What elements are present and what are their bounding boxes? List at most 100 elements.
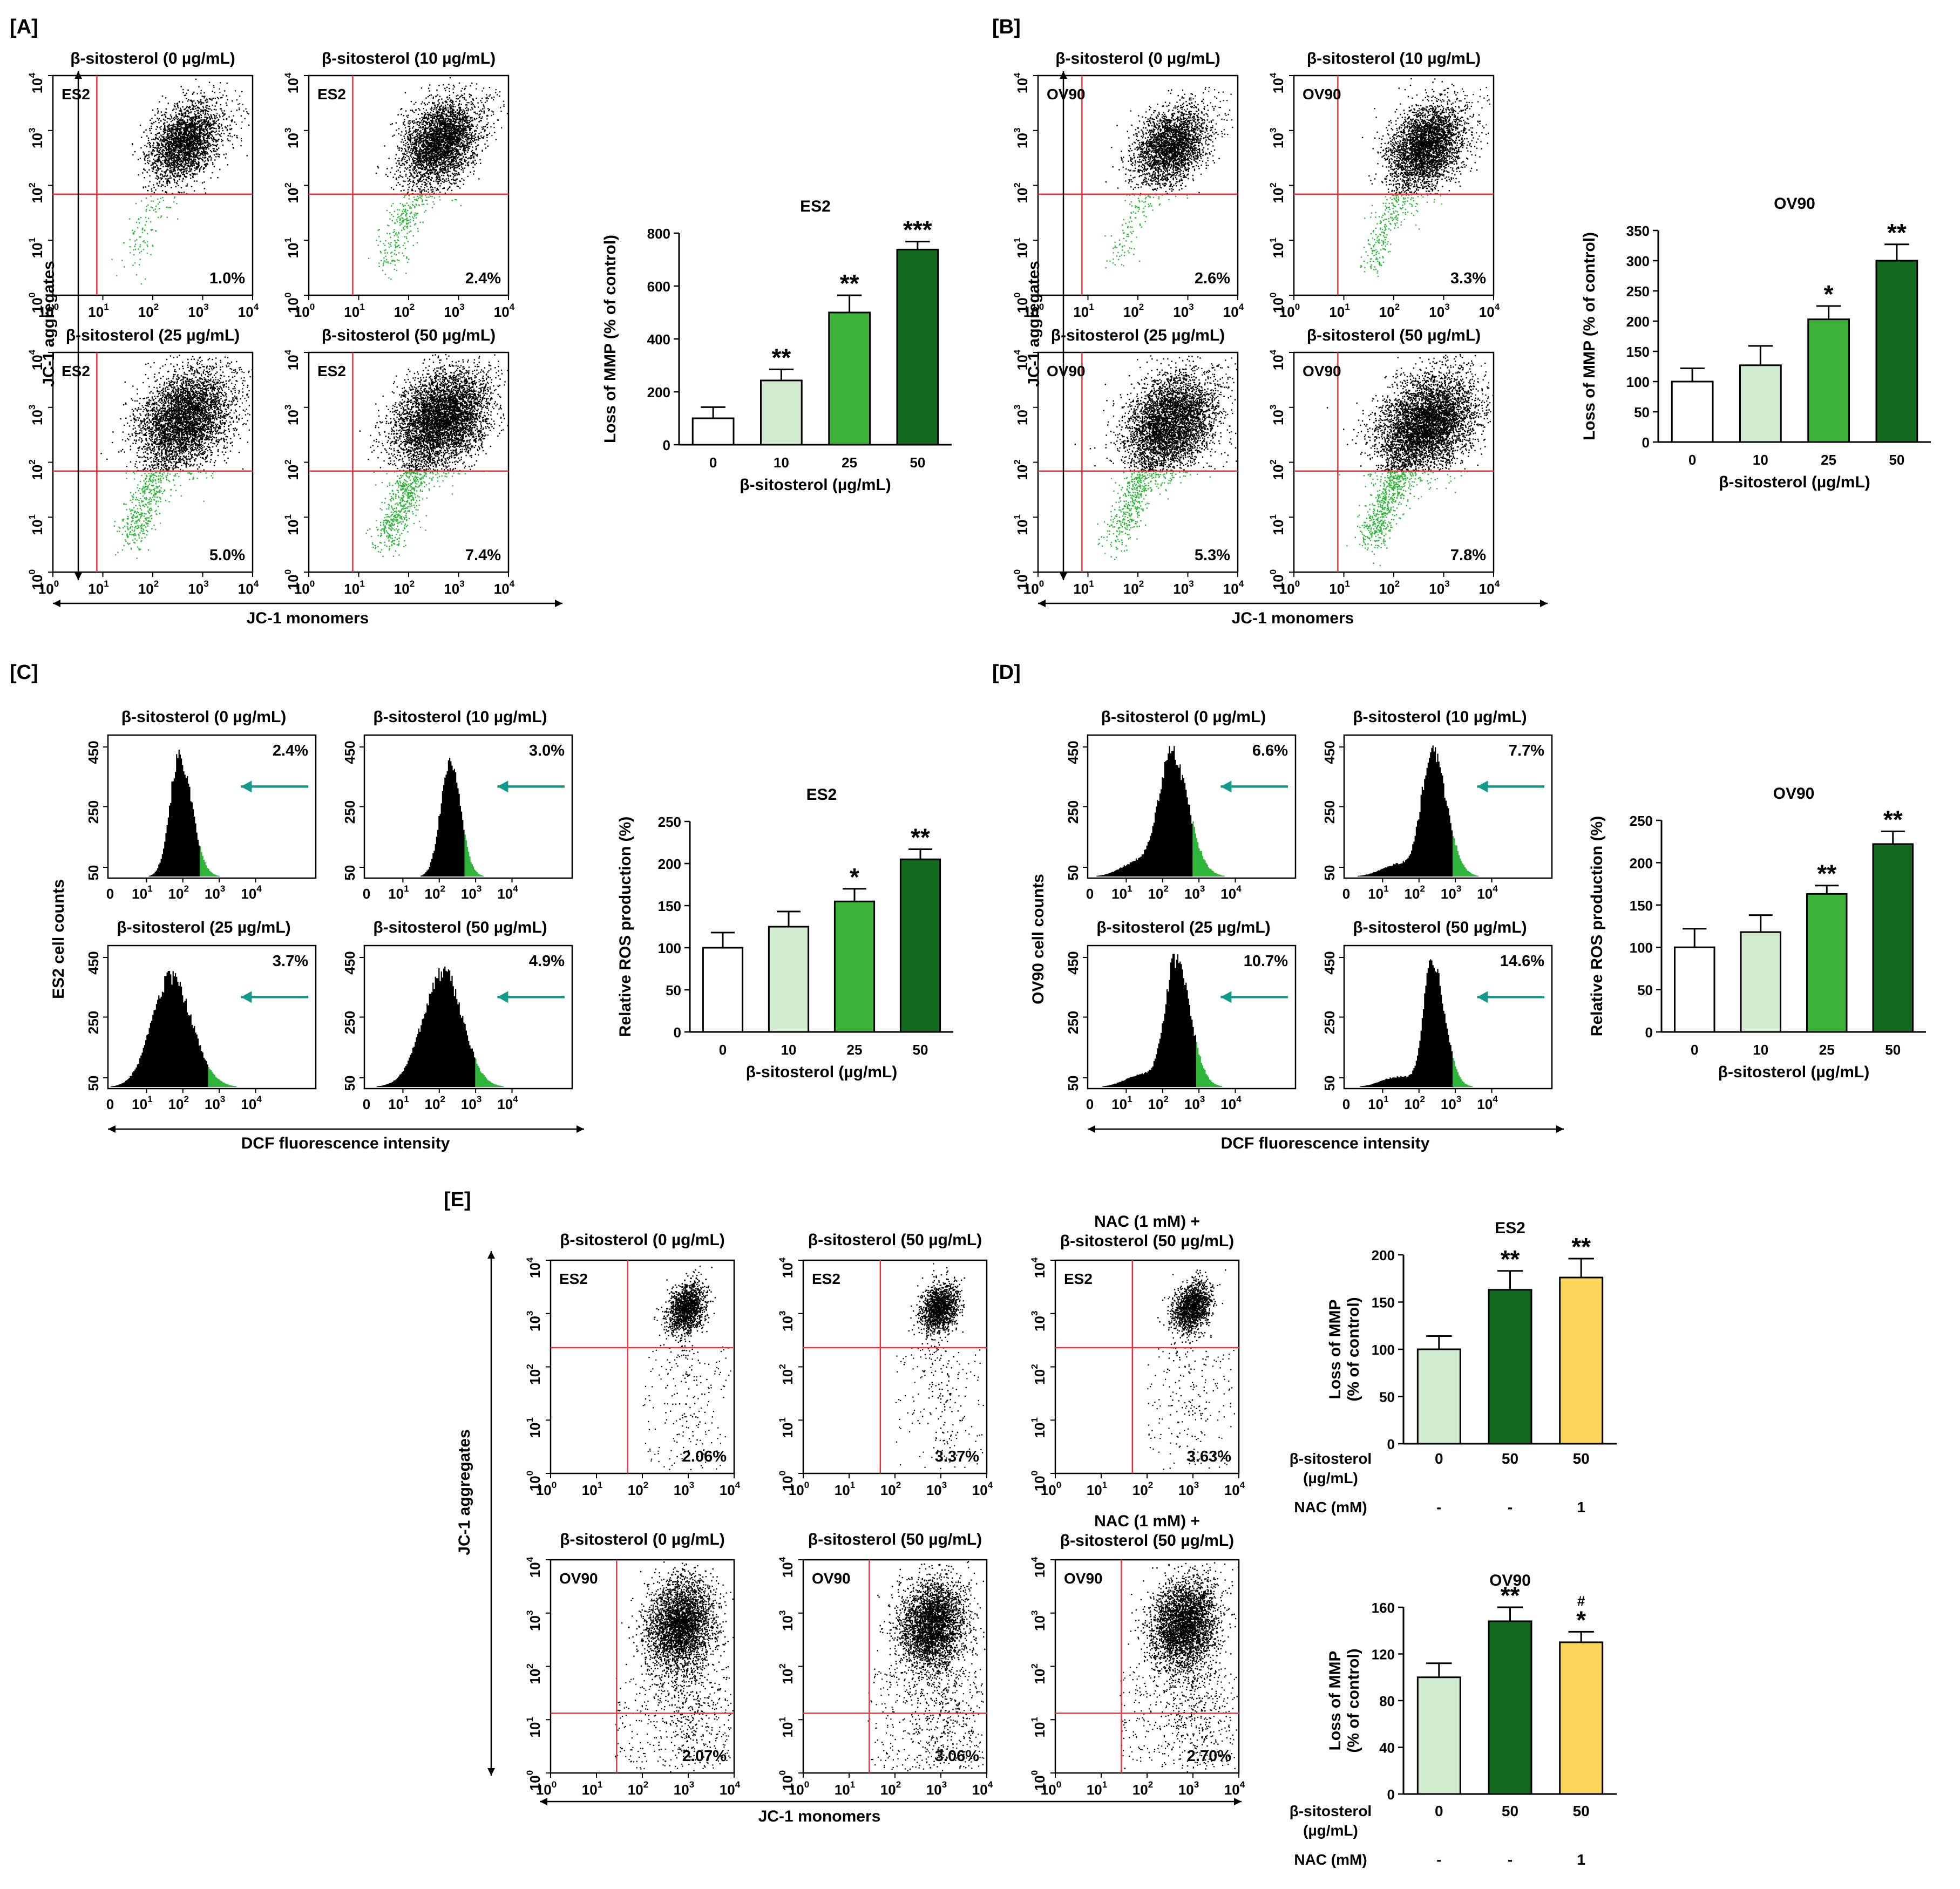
panel-e-dotplot-0-xtick-label: 104 (720, 1480, 741, 1498)
panel-a-dotplot-2-ytick-label: 103 (27, 405, 45, 425)
panel-c-histogram-2-xtick-label: 102 (168, 1094, 189, 1112)
panel-a-bar-chart-xtick-label: 25 (842, 454, 857, 471)
panel-e-dotplot-5-frame (1054, 1559, 1240, 1774)
panel-a-dotplot-3-ytick-label: 103 (283, 405, 301, 425)
panel-a-dotplot-2-xticks: 100 101 102 103 104 (38, 572, 259, 597)
panel-e-dotplot-3-xtick-label: 102 (628, 1779, 648, 1798)
panel-e-ov90-rows-nac-value: 1 (1577, 1851, 1585, 1868)
panel-c-histogram-1-arrowhead-icon (497, 780, 508, 793)
panel-e-dotplot-2 (1054, 1259, 1240, 1474)
panel-e-es2-rows-nac-value: - (1508, 1499, 1513, 1516)
panel-e-dotplot-4-points (867, 1561, 986, 1772)
panel-d-histogram-3-histogram-black (1360, 959, 1453, 1087)
panel-d-plot-title-1: β-sitosterol (10 µg/mL) (1353, 708, 1527, 726)
panel-e-dotplot-4-yticks: 100 101 102 103 104 (777, 1557, 803, 1791)
panel-c-plot-title-2: β-sitosterol (25 µg/mL) (117, 919, 290, 936)
panel-a-dotplot-1-yticks: 100 101 102 103 104 (283, 72, 309, 313)
panel-c-histogram-2: 0 101 102 103 104 450 250 50 (85, 944, 317, 1112)
panel-a-dotplot-1-ytick-label: 102 (283, 182, 301, 203)
panel-d-histogram-2-ytick-label: 450 (1065, 951, 1081, 974)
panel-d-histogram-1-ytick-label: 250 (1321, 800, 1338, 824)
panel-c-histogram-3-ytick-label: 450 (342, 951, 358, 974)
panel-d-histogram-2-xtick-label: 101 (1111, 1094, 1132, 1112)
panel-c-histogram-2-histogram-green (208, 1067, 237, 1087)
panel-c-histogram-3-yticks: 450 250 50 (342, 951, 364, 1091)
panel-b-bar-chart-xlabel: β-sitosterol (µg/mL) (1719, 473, 1870, 491)
panel-e-bar-chart-es2-ylabel: Loss of MMP (1326, 1300, 1344, 1399)
panel-a-plot-title-2: β-sitosterol (25 µg/mL) (66, 327, 240, 344)
panel-c-histogram-1-xtick-label: 101 (388, 884, 409, 902)
panel-e-dotplot-3-ytick-label: 100 (525, 1770, 543, 1791)
panel-a-dotplot-0-xticks: 100 101 102 103 104 (38, 295, 259, 320)
panel-d-bar-chart-bar-3 (1872, 843, 1914, 1033)
panel-d-histogram-1-xtick-label: 102 (1405, 884, 1425, 902)
panel-b-bar-chart-xtick-label: 50 (1889, 452, 1904, 468)
panel-c-histogram-1: 0 101 102 103 104 450 250 50 (342, 734, 573, 902)
panel-e-dotplot-0-xtick-label: 101 (582, 1480, 602, 1498)
panel-b-dotplot-2-ytick-label: 102 (1012, 459, 1030, 480)
panel-e-ov90-rows-nac-value: - (1436, 1851, 1441, 1868)
panel-a-dotplot-2-black-events (100, 355, 253, 472)
panel-b-dotplot-0-yticks: 100 101 102 103 104 (1012, 72, 1038, 313)
panel-e-dotplot-5-ytick-label: 104 (1029, 1557, 1048, 1578)
panel-a-dotplot-3-frame (308, 351, 510, 573)
panel-d-histogram-1-percent: 7.7% (1509, 742, 1544, 759)
panel-d-plot-title-0: β-sitosterol (0 µg/mL) (1101, 708, 1266, 726)
panel-c-histogram-0-xtick-label: 0 (106, 886, 114, 902)
panel-d-bar-chart-significance: ** (1817, 860, 1836, 888)
panel-e-es2-rows-sito-unit: (µg/mL) (1303, 1470, 1358, 1486)
panel-e-dotplot-0-xtick-label: 103 (674, 1480, 694, 1498)
panel-c-histogram-3-arrowhead-icon (497, 991, 508, 1003)
panel-c-histogram-2-xtick-label: 104 (241, 1094, 262, 1112)
panel-b-dotplot-0-ytick-label: 102 (1012, 182, 1030, 203)
panel-e-bar-chart-ov90-significance: ** (1501, 1581, 1520, 1609)
panel-e-plot-title-4: β-sitosterol (50 µg/mL) (808, 1531, 982, 1548)
panel-a-dotplot-0-ytick-label: 101 (27, 237, 45, 258)
panel-c-histogram-3-xtick-label: 102 (425, 1094, 445, 1112)
panel-e-dotplot-2-cell-label: ES2 (1064, 1270, 1093, 1287)
panel-e-dotplot-4-ytick-label: 101 (777, 1717, 796, 1737)
panel-a-dotplot-2-percent: 5.0% (209, 547, 245, 564)
panel-e-plot-title-5-line1: NAC (1 mM) + (1094, 1512, 1200, 1530)
panel-a-dotplot-3-ytick-label: 101 (283, 514, 301, 535)
panel-e-dotplot-5-yticks: 100 101 102 103 104 (1029, 1557, 1055, 1791)
panel-c-histogram-2-xticks: 0 101 102 103 104 (106, 1089, 262, 1112)
panel-a-plot-title-0: β-sitosterol (0 µg/mL) (70, 50, 235, 67)
panel-e-bar-chart-ov90-title: OV90 (1489, 1572, 1531, 1589)
panel-b-dotplot-2-ytick-label: 100 (1012, 569, 1030, 590)
panel-b-bar-chart-significance: ** (1887, 219, 1907, 247)
panel-c-histogram-1-histogram-black (421, 758, 465, 876)
panel-a-dotplot-2-points (100, 355, 253, 559)
panel-d-bar-chart-ytick-label: 50 (1637, 982, 1653, 998)
panel-b-y-arrow-head-end (1060, 573, 1067, 580)
panel-c-histogram-2-ytick-label: 250 (85, 1011, 101, 1034)
panel-d-histogram-0-histogram-black (1096, 746, 1193, 876)
panel-b-dotplot-2-percent: 5.3% (1195, 547, 1230, 564)
panel-d-histogram-2-xtick-label: 0 (1086, 1096, 1094, 1112)
panel-d-plot-title-2: β-sitosterol (25 µg/mL) (1096, 919, 1270, 936)
panel-c-histogram-2-ytick-label: 450 (85, 951, 101, 974)
panel-a-y-title: JC-1 aggregates (40, 261, 58, 386)
panel-a-dotplot-2-ytick-label: 102 (27, 459, 45, 480)
panel-c-histogram-2-xtick-label: 103 (205, 1094, 225, 1112)
panel-c-histogram-1-yticks: 450 250 50 (342, 740, 364, 880)
panel-d-histogram-2-xtick-label: 103 (1184, 1094, 1205, 1112)
panel-e-bar-chart-es2-ytick-label: 0 (1387, 1436, 1395, 1452)
panel-e-y-arrow-head-end (487, 1768, 495, 1776)
panel-b-dotplot-0-xtick-label: 102 (1123, 302, 1144, 320)
panel-e-dotplot-4-cell-label: OV90 (812, 1570, 851, 1587)
panel-e-dotplot-5-xticks: 100 101 102 103 104 (1041, 1773, 1245, 1798)
panel-d-histogram-3-arrowhead-icon (1477, 991, 1488, 1003)
panel-c-histogram-0-xtick-label: 101 (132, 884, 152, 902)
panel-e-dotplot-5-cell-label: OV90 (1064, 1570, 1103, 1587)
panel-a-dotplot-1-xtick-label: 102 (394, 302, 415, 320)
panel-a-bar-chart-xtick-label: 10 (774, 454, 789, 471)
panel-b-dotplot-1-cell-label: OV90 (1303, 86, 1341, 103)
panel-d-histogram-3-ytick-label: 50 (1321, 1076, 1338, 1091)
panel-e-dotplot-1-xtick-label: 101 (835, 1480, 855, 1498)
panel-b-plot-title-3: β-sitosterol (50 µg/mL) (1307, 327, 1481, 344)
panel-b-dotplot-2-green-events (1097, 471, 1211, 560)
panel-a-dotplot-2-ytick-label: 100 (27, 569, 45, 590)
panel-c-bar-chart-xtick-label: 50 (913, 1042, 928, 1058)
panel-b-dotplot-3-xtick-label: 103 (1429, 579, 1449, 597)
